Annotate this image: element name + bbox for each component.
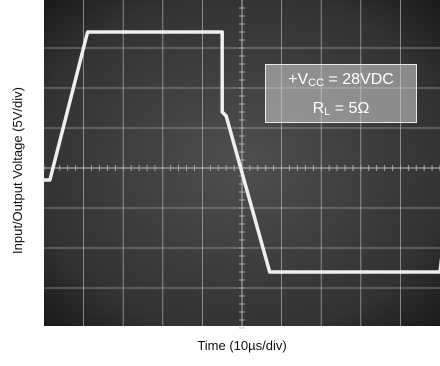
- annotation-box: +VCC = 28VDC RL = 5Ω: [265, 64, 417, 123]
- annotation-load: RL = 5Ω: [312, 100, 370, 118]
- y-axis-label: Input/Output Voltage (5V/div): [9, 86, 25, 254]
- annotation-supply: +VCC = 28VDC: [288, 71, 394, 89]
- signal-trace: [42, 30, 440, 274]
- x-axis-label: Time (10µs/div): [197, 338, 287, 353]
- grid-ticks: [43, 7, 440, 329]
